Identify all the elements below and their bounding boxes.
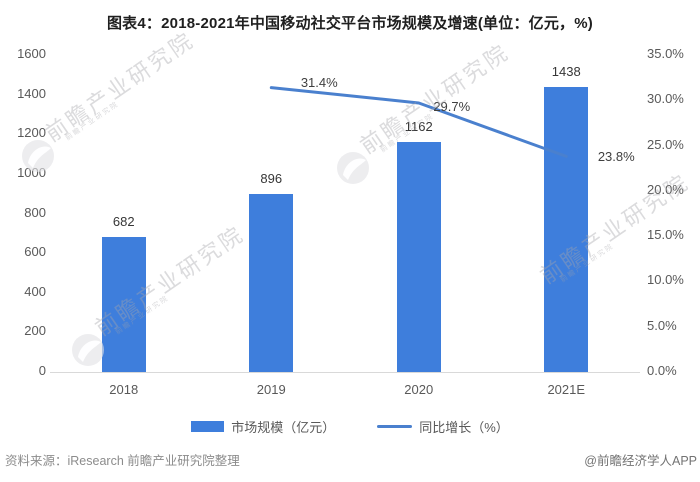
legend-item-market-size: 市场规模（亿元） [191,417,335,436]
growth-point-label: 29.7% [433,99,471,114]
bar-value-label: 1438 [551,64,581,80]
y-axis-tick-right: 25.0% [647,136,684,152]
legend-label-growth: 同比增长（%） [419,420,509,435]
growth-point-label: 23.8% [597,149,635,165]
y-axis-tick-left: 1200 [17,125,46,141]
bar-value-label: 1162 [404,118,433,134]
legend-item-growth: 同比增长（%） [377,417,509,436]
y-axis-tick-right: 30.0% [647,91,684,107]
watermark-subtext: 前瞻产业研究院 [64,100,121,143]
legend-swatch-bar-icon [191,421,225,432]
bar-2020 [396,141,441,372]
source-note: 资料来源：iResearch 前瞻产业研究院整理 [5,454,240,468]
bar-value-label: 682 [112,213,135,229]
watermark-text: 前瞻产业研究院 前瞻产业研究院 [41,27,201,150]
y-axis-tick-left: 800 [24,204,46,220]
y-axis-tick-right: 35.0% [647,46,684,61]
bar-2019 [249,194,294,372]
brand-note: @前瞻经济学人APP [584,454,697,468]
x-axis-label: 2019 [256,382,286,397]
legend: 市场规模（亿元） 同比增长（%） [0,417,700,436]
y-axis-tick-left: 400 [24,283,46,299]
x-axis-line [50,372,640,373]
y-axis-tick-left: 1600 [17,46,46,61]
x-axis-label: 2018 [109,382,139,397]
bar-2018 [101,236,146,372]
y-axis-tick-right: 15.0% [647,227,684,243]
y-axis-tick-right: 0.0% [647,363,677,378]
y-axis-tick-right: 20.0% [647,181,684,197]
y-axis-tick-left: 200 [24,323,46,339]
x-axis-label: 2021E [547,382,586,397]
y-axis-tick-right: 10.0% [647,272,684,288]
y-axis-tick-left: 1400 [17,85,46,101]
bar-2021E [544,87,589,372]
y-axis-tick-left: 0 [38,363,46,378]
growth-point-label: 31.4% [300,74,338,90]
y-axis-tick-left: 1000 [17,164,46,180]
x-axis-label: 2020 [404,382,434,397]
bar-value-label: 896 [260,171,283,187]
y-axis-tick-right: 5.0% [647,317,677,333]
legend-swatch-line-icon [377,425,413,428]
watermark-logo-icon [337,152,369,184]
page-title: 图表4：2018-2021年中国移动社交平台市场规模及增速(单位：亿元，%) [106,15,593,32]
footer: 资料来源：iResearch 前瞻产业研究院整理 @前瞻经济学人APP [0,450,700,470]
y-axis-tick-left: 600 [24,244,46,260]
watermark-logo-icon [72,334,104,366]
legend-label-market-size: 市场规模（亿元） [231,420,336,435]
